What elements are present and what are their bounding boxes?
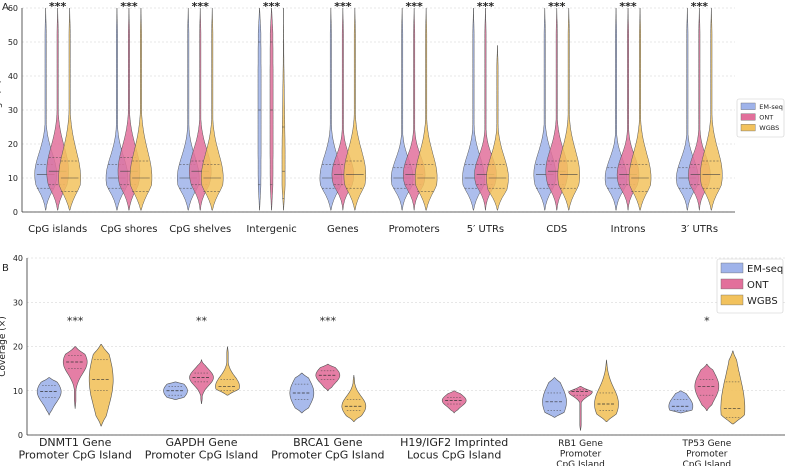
x-tick-label: CpG shores (100, 224, 157, 235)
violin-em-seq (542, 377, 567, 418)
x-tick-label: Promoter CpG Island (271, 449, 384, 462)
significance-marker: *** (334, 0, 352, 13)
violin-ont (694, 363, 720, 411)
x-tick-label: DNMT1 Gene (39, 436, 112, 449)
violin-ont (441, 390, 467, 414)
x-tick-label: CDS (546, 224, 567, 235)
violin-ont (568, 386, 593, 431)
x-tick-label: CpG shelves (169, 224, 231, 235)
x-tick-label: 5′ UTRs (467, 224, 504, 235)
x-tick-label: Promoter CpG Island (18, 449, 131, 462)
y-tick-label: 0 (13, 208, 18, 217)
x-tick-label: Locus CpG Island (407, 449, 501, 462)
y-tick-label: 40 (8, 72, 18, 81)
significance-marker: *** (49, 0, 67, 13)
violin-em-seq (36, 377, 62, 416)
x-tick-label: CpG Island (683, 460, 732, 466)
violin-wgbs (341, 375, 367, 422)
significance-marker: ** (196, 314, 208, 327)
y-tick-label: 30 (8, 106, 18, 115)
violin-wgbs (557, 7, 580, 211)
x-tick-label: TP53 Gene (681, 439, 731, 449)
y-tick-label: 40 (13, 254, 23, 263)
legend-swatch-em-seq (740, 102, 756, 110)
violin-wgbs (201, 7, 224, 211)
x-tick-label: Promoter (560, 450, 602, 460)
violin-wgbs (281, 7, 286, 211)
legend-label-wgbs: WGBS (759, 124, 779, 132)
significance-marker: *** (548, 0, 566, 13)
violin-wgbs (486, 45, 509, 211)
legend-swatch-wgbs (740, 124, 756, 132)
significance-marker: *** (406, 0, 424, 13)
legend-swatch-wgbs (720, 294, 744, 306)
y-tick-label: 20 (13, 343, 23, 352)
legend-label-em-seq: EM-seq (747, 264, 783, 275)
y-tick-label: 20 (8, 140, 18, 149)
significance-marker: *** (320, 314, 337, 327)
violin-em-seq (257, 7, 262, 211)
violin-ont (315, 363, 341, 392)
significance-marker: *** (192, 0, 210, 13)
x-tick-label: CpG Island (556, 460, 605, 466)
significance-marker: *** (263, 0, 281, 13)
significance-marker: *** (619, 0, 637, 13)
panel-a: 0 10 20 30 40 50 60 Coverage (×) A *** CpG islands… (0, 0, 785, 235)
y-axis-label: Coverage (×) (0, 316, 8, 377)
violin-wgbs (129, 7, 153, 211)
legend-swatch-em-seq (720, 262, 744, 274)
y-tick-label: 30 (13, 298, 23, 307)
panel-letter: B (2, 263, 9, 274)
significance-marker: * (704, 314, 710, 327)
x-tick-label: BRCA1 Gene (293, 436, 363, 449)
violin-wgbs (215, 346, 240, 396)
legend-label-wgbs: WGBS (747, 296, 778, 307)
significance-marker: *** (477, 0, 495, 13)
x-tick-label: Promoter CpG Island (145, 449, 258, 462)
legend-label-ont: ONT (747, 280, 769, 291)
violin-wgbs (88, 344, 114, 427)
violin-wgbs (58, 7, 81, 211)
violin-ont (62, 346, 88, 409)
significance-marker: *** (691, 0, 709, 13)
significance-marker: *** (67, 314, 84, 327)
y-axis-label: Coverage (×) (0, 80, 3, 141)
legend-label-ont: ONT (759, 114, 773, 122)
y-tick-label: 50 (8, 38, 18, 47)
violin-wgbs (628, 7, 652, 211)
y-tick-label: 10 (13, 387, 23, 396)
violin-em-seq (289, 372, 315, 414)
violin-wgbs (594, 359, 619, 422)
y-tick-label: 10 (8, 174, 18, 183)
y-tick-label: 60 (8, 4, 18, 13)
violin-ont (269, 7, 274, 211)
violin-em-seq (668, 390, 694, 414)
x-tick-label: Genes (327, 224, 359, 235)
violin-wgbs (700, 7, 723, 211)
significance-marker: *** (120, 0, 138, 13)
x-tick-label: GAPDH Gene (166, 436, 238, 449)
legend-label-em-seq: EM-seq (759, 103, 783, 111)
panel-letter: A (2, 2, 9, 13)
x-tick-label: Introns (611, 224, 646, 235)
x-tick-label: Promoters (389, 224, 440, 235)
y-tick-label: 0 (18, 431, 23, 440)
x-tick-label: Promoter (686, 450, 728, 460)
x-tick-label: H19/IGF2 Imprinted (400, 436, 508, 449)
legend-swatch-ont (720, 278, 744, 290)
x-tick-label: 3′ UTRs (681, 224, 718, 235)
legend-swatch-ont (740, 113, 756, 121)
violin-wgbs (343, 7, 367, 211)
x-tick-label: CpG islands (28, 224, 87, 235)
violin-wgbs (414, 7, 438, 211)
violin-wgbs (720, 350, 746, 425)
x-tick-label: Intergenic (246, 224, 296, 235)
x-tick-label: RB1 Gene (558, 439, 603, 449)
